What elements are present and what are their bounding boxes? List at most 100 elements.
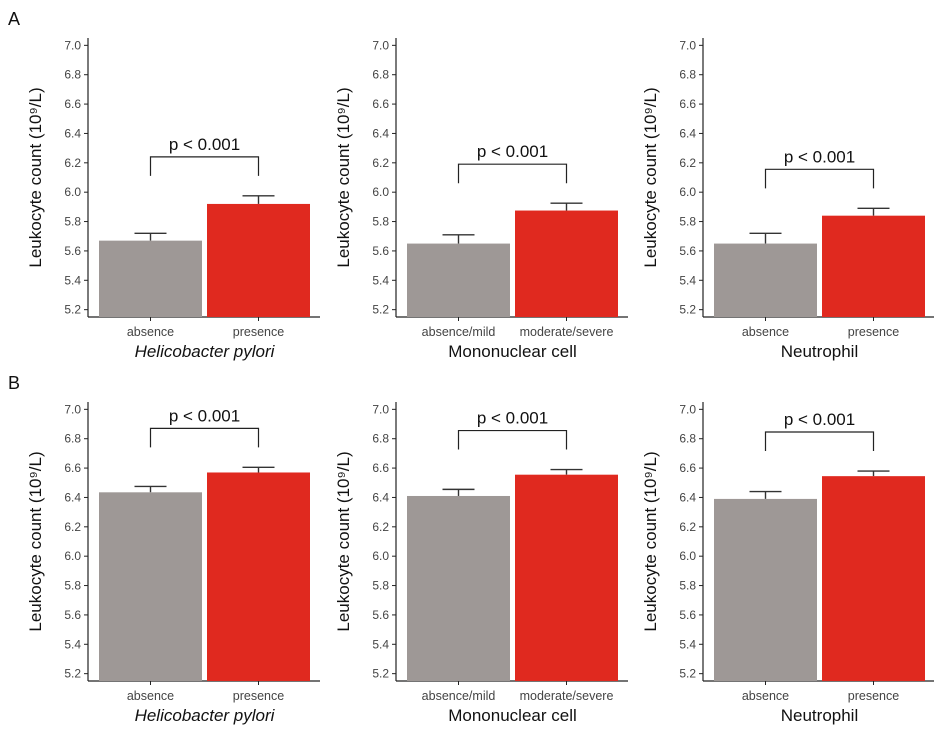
y-tick-label: 6.6 — [679, 97, 696, 111]
y-tick-label: 7.0 — [372, 402, 389, 416]
significance-bracket — [764, 431, 875, 452]
y-tick-label: 5.2 — [679, 667, 696, 681]
p-value-annotation: p < 0.001 — [169, 135, 240, 154]
y-tick-label: 5.4 — [679, 637, 696, 651]
y-tick-label: 6.6 — [64, 97, 81, 111]
bar-absence — [714, 243, 817, 317]
y-tick-label: 6.0 — [64, 185, 81, 199]
panel-label-a: A — [8, 9, 20, 29]
y-tick-label: 6.8 — [372, 432, 389, 446]
p-value-annotation: p < 0.001 — [477, 409, 548, 428]
y-tick-label: 5.6 — [372, 608, 389, 622]
y-tick-label: 7.0 — [372, 38, 389, 52]
y-tick-label: 5.4 — [64, 637, 81, 651]
chart-panel-5: 5.2 5.4 5.6 5.8 6.0 6.2 6.4 6.6 6.8 7.0 Leukocyte … — [334, 402, 628, 725]
x-axis-label: Neutrophil — [781, 706, 859, 725]
chart-panel-4: 5.2 5.4 5.6 5.8 6.0 6.2 6.4 6.6 6.8 7.0 Leukocyte … — [26, 402, 320, 725]
y-tick-label: 5.8 — [679, 215, 696, 229]
y-tick-label: 6.2 — [64, 520, 81, 534]
p-value-annotation: p < 0.001 — [784, 410, 855, 429]
chart-panel-1: 5.2 5.4 5.6 5.8 6.0 6.2 6.4 6.6 6.8 7.0 Leukocyte … — [26, 38, 320, 361]
y-tick-label: 5.2 — [372, 667, 389, 681]
y-tick-label: 5.8 — [372, 215, 389, 229]
y-tick-label: 6.8 — [64, 432, 81, 446]
y-tick-label: 6.4 — [372, 126, 389, 140]
y-tick-label: 5.8 — [679, 579, 696, 593]
y-tick-label: 5.2 — [64, 303, 81, 317]
y-tick-label: 6.4 — [64, 490, 81, 504]
y-tick-label: 6.4 — [64, 126, 81, 140]
y-tick-label: 6.0 — [372, 549, 389, 563]
x-tick-label: presence — [848, 689, 899, 703]
y-tick-label: 6.6 — [372, 461, 389, 475]
y-tick-label: 5.8 — [64, 215, 81, 229]
bar-absence — [99, 492, 202, 681]
y-axis-label: Leukocyte count (10⁹/L) — [26, 87, 45, 267]
y-tick-label: 6.2 — [64, 156, 81, 170]
x-tick-label: absence/mild — [422, 325, 496, 339]
y-tick-label: 6.2 — [372, 156, 389, 170]
y-tick-label: 5.4 — [372, 637, 389, 651]
bar-presence — [207, 472, 310, 681]
y-tick-label: 7.0 — [679, 38, 696, 52]
y-tick-label: 5.2 — [372, 303, 389, 317]
bar-absence-mild — [407, 243, 510, 317]
x-axis-label: Mononuclear cell — [448, 342, 577, 361]
y-tick-label: 7.0 — [64, 402, 81, 416]
y-tick-label: 6.8 — [679, 432, 696, 446]
y-tick-label: 5.8 — [372, 579, 389, 593]
y-tick-label: 5.4 — [679, 273, 696, 287]
y-tick-label: 5.6 — [64, 608, 81, 622]
y-tick-label: 6.6 — [679, 461, 696, 475]
x-tick-label: moderate/severe — [520, 325, 614, 339]
y-tick-label: 7.0 — [679, 402, 696, 416]
y-tick-label: 6.8 — [372, 68, 389, 82]
y-tick-label: 5.6 — [372, 244, 389, 258]
x-tick-label: presence — [233, 689, 284, 703]
y-axis-label: Leukocyte count (10⁹/L) — [334, 451, 353, 631]
y-tick-label: 6.2 — [372, 520, 389, 534]
panel-label-b: B — [8, 373, 20, 393]
y-tick-label: 6.6 — [372, 97, 389, 111]
chart-panel-2: 5.2 5.4 5.6 5.8 6.0 6.2 6.4 6.6 6.8 7.0 Leukocyte … — [334, 38, 628, 361]
y-axis-label: Leukocyte count (10⁹/L) — [641, 451, 660, 631]
y-tick-label: 6.2 — [679, 520, 696, 534]
significance-bracket — [457, 429, 568, 450]
plots-group: 5.2 5.4 5.6 5.8 6.0 6.2 6.4 6.6 6.8 7.0 Leukocyte … — [26, 38, 934, 725]
bar-absence — [99, 240, 202, 317]
y-tick-label: 5.4 — [64, 273, 81, 287]
x-tick-label: absence/mild — [422, 689, 496, 703]
y-tick-label: 6.4 — [372, 490, 389, 504]
p-value-annotation: p < 0.001 — [477, 142, 548, 161]
bar-absence — [714, 498, 817, 681]
x-tick-label: absence — [127, 689, 174, 703]
y-axis-label: Leukocyte count (10⁹/L) — [641, 87, 660, 267]
x-axis-label: Mononuclear cell — [448, 706, 577, 725]
significance-bracket — [149, 156, 260, 176]
chart-panel-3: 5.2 5.4 5.6 5.8 6.0 6.2 6.4 6.6 6.8 7.0 Leukocyte … — [641, 38, 934, 361]
chart-panel-6: 5.2 5.4 5.6 5.8 6.0 6.2 6.4 6.6 6.8 7.0 Leukocyte … — [641, 402, 934, 725]
x-tick-label: presence — [233, 325, 284, 339]
bar-presence — [822, 476, 925, 681]
x-axis-label: Neutrophil — [781, 342, 859, 361]
y-tick-label: 5.2 — [679, 303, 696, 317]
y-tick-label: 5.2 — [64, 667, 81, 681]
bar-moderate-severe — [515, 210, 618, 317]
y-tick-label: 5.8 — [64, 579, 81, 593]
y-tick-label: 6.6 — [64, 461, 81, 475]
y-tick-label: 6.8 — [64, 68, 81, 82]
y-tick-label: 5.6 — [64, 244, 81, 258]
bar-presence — [207, 203, 310, 317]
y-tick-label: 6.0 — [679, 185, 696, 199]
p-value-annotation: p < 0.001 — [784, 147, 855, 166]
y-tick-label: 5.6 — [679, 608, 696, 622]
y-tick-label: 5.4 — [372, 273, 389, 287]
y-tick-label: 6.2 — [679, 156, 696, 170]
x-axis-label: Helicobacter pylori — [135, 706, 276, 725]
x-tick-label: moderate/severe — [520, 689, 614, 703]
significance-bracket — [764, 168, 875, 189]
x-axis-label: Helicobacter pylori — [135, 342, 276, 361]
p-value-annotation: p < 0.001 — [169, 406, 240, 425]
significance-bracket — [149, 427, 260, 448]
